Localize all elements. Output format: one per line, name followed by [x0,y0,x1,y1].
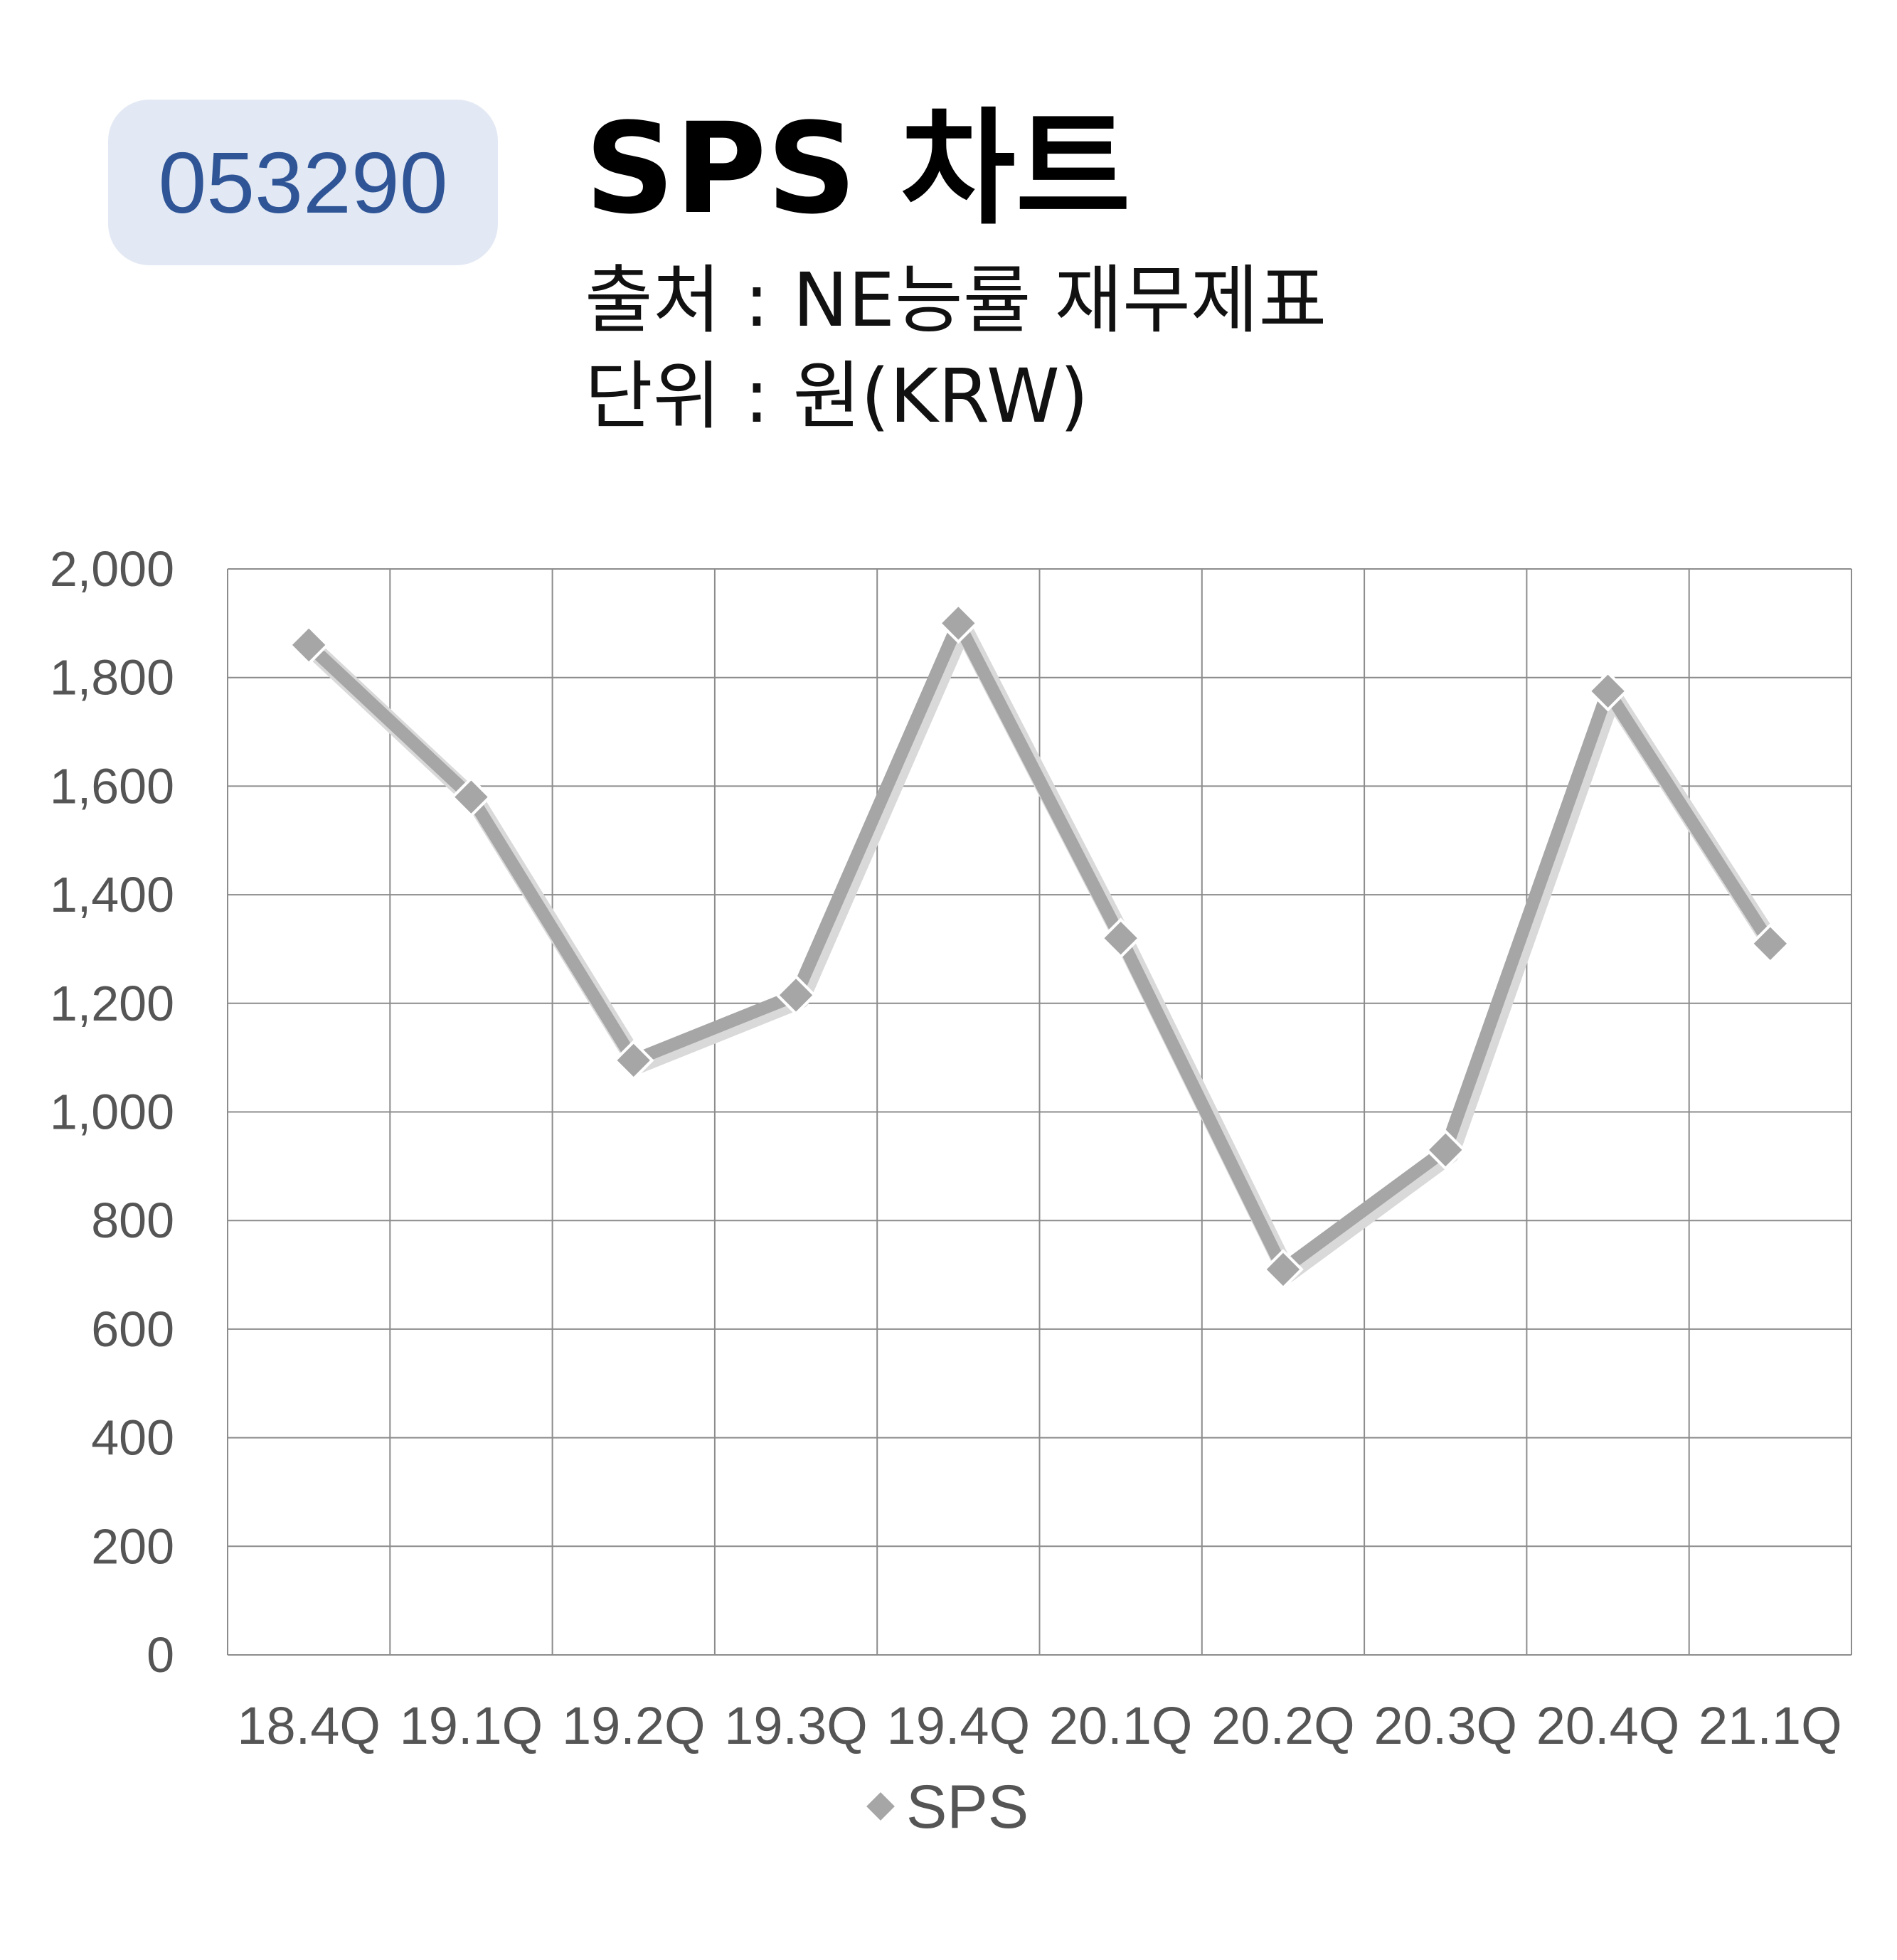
y-tick-label: 1,000 [50,1085,174,1140]
series-line-shadow [307,618,1782,1283]
data-point-marker [288,624,329,666]
data-point-marker [937,602,979,644]
data-point-marker [1100,917,1142,959]
y-tick-label: 400 [91,1410,174,1466]
data-point-marker [1425,1129,1467,1171]
chart-legend: SPS [863,1773,1029,1841]
stock-code: 053290 [158,134,448,231]
y-tick-label: 1,400 [50,867,174,922]
x-tick-label: 20.2Q [1211,1696,1355,1755]
y-tick-label: 1,800 [50,650,174,705]
x-tick-label: 19.4Q [887,1696,1031,1755]
y-tick-label: 800 [91,1193,174,1248]
x-tick-label: 18.4Q [237,1696,381,1755]
series-line [304,617,1776,1276]
legend-label: SPS [906,1773,1029,1841]
source-line: 출처 : NE능률 재무제표 [585,257,1327,343]
stock-code-badge: 053290 [108,100,498,265]
sps-line-chart: 0 200 400 600 800 1,000 1,200 1,400 1,600 1,800 2,… [50,541,1852,1841]
data-point-marker [1587,670,1629,712]
data-point-marker [1263,1249,1304,1290]
y-tick-label: 2,000 [50,541,174,597]
y-tick-label: 1,200 [50,976,174,1031]
series-sps [288,602,1791,1290]
y-axis-ticks: 0 200 400 600 800 1,000 1,200 1,400 1,600 1,800 2,… [50,541,174,1683]
data-point-marker [775,974,817,1016]
x-tick-label: 20.3Q [1373,1696,1517,1755]
y-tick-label: 0 [147,1627,174,1683]
x-tick-label: 20.1Q [1049,1696,1193,1755]
x-tick-label: 19.2Q [562,1696,706,1755]
unit-line: 단위 : 원(KRW) [585,353,1089,440]
data-point-marker [612,1040,654,1081]
y-tick-label: 600 [91,1301,174,1357]
y-tick-label: 1,600 [50,758,174,814]
x-tick-label: 20.4Q [1536,1696,1680,1755]
legend-marker [863,1789,898,1824]
chart-title: SPS 차트 [585,96,1131,242]
x-tick-label: 21.1Q [1699,1696,1842,1755]
y-tick-label: 200 [91,1518,174,1574]
data-point-marker [1750,922,1791,964]
data-point-marker [450,776,492,818]
x-axis-ticks: 18.4Q 19.1Q 19.2Q 19.3Q 19.4Q 20.1Q 20.2Q 20.3Q… [237,1696,1842,1755]
x-tick-label: 19.1Q [400,1696,543,1755]
x-tick-label: 19.3Q [724,1696,868,1755]
